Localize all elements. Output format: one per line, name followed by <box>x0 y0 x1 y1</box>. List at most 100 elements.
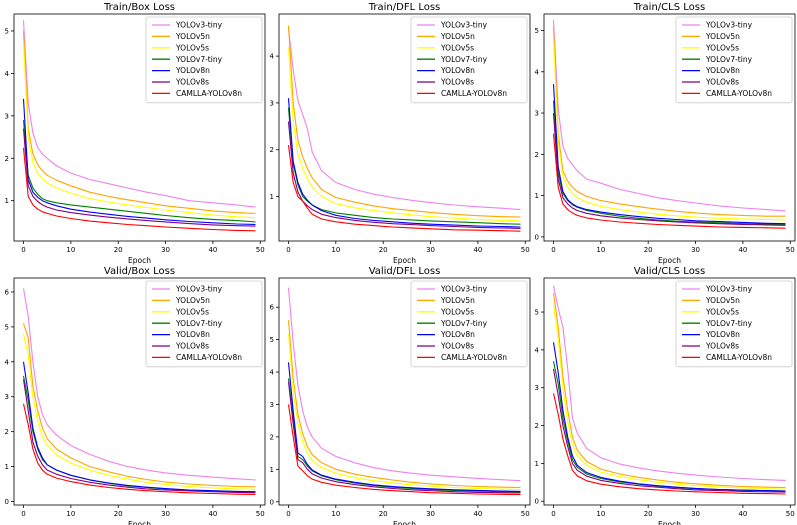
legend-entry: CAMLLA-YOLOv8n <box>706 353 772 362</box>
series-line-yolov5n <box>22 30 256 214</box>
legend-entry: YOLOv5s <box>175 43 209 52</box>
x-axis-label: Epoch <box>393 256 416 265</box>
legend: YOLOv3-tiny YOLOv5n YOLOv5s YOLOv7-tiny YOLO… <box>145 280 263 368</box>
chart-title: Valid/CLS Loss <box>634 266 705 277</box>
x-tick-label: 10 <box>331 246 340 254</box>
legend-box <box>410 16 528 104</box>
series-line-camlla-yolov8n <box>287 404 521 496</box>
legend-entry: YOLOv8n <box>440 66 475 75</box>
legend-entry: YOLOv8s <box>440 78 474 87</box>
series-line-yolov8s <box>552 113 786 226</box>
x-tick-label: 50 <box>521 510 530 518</box>
y-tick-label: 4 <box>5 70 10 78</box>
y-tick-label: 4 <box>535 346 540 354</box>
legend-entry: YOLOv3-tiny <box>440 21 488 30</box>
y-tick-label: 2 <box>5 428 9 436</box>
legend-box <box>145 280 263 368</box>
chart-2: Train/DFL Loss 0 10 20 30 40 50 1 2 3 4 Epoch YOLOv3… <box>270 2 531 265</box>
x-tick-label: 40 <box>738 246 747 254</box>
series-line-camlla-yolov8n <box>287 145 521 232</box>
legend-entry: YOLOv7-tiny <box>175 55 223 64</box>
series-line-yolov7-tiny <box>552 361 786 492</box>
y-tick-label: 0 <box>5 498 9 506</box>
y-tick-label: 4 <box>5 358 10 366</box>
y-tick-label: 2 <box>270 433 274 441</box>
series-line-yolov5s <box>287 333 521 490</box>
x-tick-label: 50 <box>786 246 795 254</box>
series-line-yolov5n <box>552 26 786 217</box>
legend-entry: YOLOv3-tiny <box>440 285 488 294</box>
y-tick-label: 1 <box>270 193 274 201</box>
legend-entry: CAMLLA-YOLOv8n <box>176 89 242 98</box>
series-line-yolov8n <box>552 84 786 225</box>
legend-entry: YOLOv5s <box>705 307 739 316</box>
x-tick-label: 0 <box>286 510 290 518</box>
y-tick-label: 5 <box>270 336 274 344</box>
legend-box <box>675 280 793 368</box>
axes-frame <box>278 277 531 506</box>
chart-3: Train/CLS Loss 0 10 20 30 40 50 0 1 2 3 4 5 Epoch YOLO… <box>535 2 796 265</box>
chart-title: Valid/DFL Loss <box>369 266 441 277</box>
series-line-yolov8s <box>552 368 786 493</box>
y-tick-label: 3 <box>535 110 539 118</box>
legend-entry: YOLOv5n <box>175 296 210 305</box>
legend-entry: YOLOv5n <box>440 32 475 41</box>
y-tick-label: 5 <box>5 323 9 331</box>
y-tick-label: 5 <box>5 27 9 35</box>
chart-title: Valid/Box Loss <box>104 266 175 277</box>
x-tick-label: 40 <box>738 510 747 518</box>
y-tick-label: 3 <box>270 99 274 107</box>
x-tick-label: 50 <box>521 246 530 254</box>
x-tick-label: 10 <box>331 510 340 518</box>
legend-entry: YOLOv5s <box>440 307 474 316</box>
y-tick-label: 1 <box>5 197 9 205</box>
series-line-yolov5n <box>287 25 521 218</box>
series-line-yolov8s <box>22 128 256 227</box>
series-line-yolov8n <box>22 361 256 493</box>
y-tick-label: 6 <box>5 288 10 296</box>
legend-entry: YOLOv8n <box>175 66 210 75</box>
series-line-yolov8n <box>287 98 521 228</box>
axes-frame <box>278 13 531 242</box>
x-tick-label: 30 <box>426 246 435 254</box>
axes-frame <box>543 277 796 506</box>
series-line-yolov5s <box>552 38 786 221</box>
x-tick-label: 20 <box>379 510 388 518</box>
legend: YOLOv3-tiny YOLOv5n YOLOv5s YOLOv7-tiny YOLO… <box>145 16 263 104</box>
axes-frame <box>13 13 266 242</box>
series-line-yolov5s <box>287 46 521 222</box>
legend-box <box>410 280 528 368</box>
legend-entry: YOLOv5s <box>705 43 739 52</box>
x-tick-label: 0 <box>286 246 290 254</box>
chart-1: Train/Box Loss 0 10 20 30 40 50 1 2 3 4 5 Epoch YOLOv… <box>5 2 266 265</box>
x-tick-label: 20 <box>379 246 388 254</box>
series-line-yolov5n <box>22 323 256 488</box>
legend-entry: CAMLLA-YOLOv8n <box>176 353 242 362</box>
x-tick-label: 10 <box>596 246 605 254</box>
axes-frame <box>13 277 266 506</box>
x-tick-label: 20 <box>114 510 123 518</box>
y-tick-label: 2 <box>535 151 539 159</box>
series-line-camlla-yolov8n <box>552 133 786 229</box>
x-tick-label: 20 <box>114 246 123 254</box>
y-tick-label: 4 <box>535 68 540 76</box>
legend-entry: YOLOv8n <box>705 330 740 339</box>
y-tick-label: 1 <box>5 463 9 471</box>
series-line-yolov5n <box>287 320 521 489</box>
x-tick-label: 30 <box>691 246 700 254</box>
y-tick-label: 6 <box>270 304 275 312</box>
x-tick-label: 40 <box>473 510 482 518</box>
series-line-yolov5s <box>552 304 786 490</box>
series-line-camlla-yolov8n <box>22 147 256 232</box>
legend-entry: YOLOv7-tiny <box>175 319 223 328</box>
series-line-yolov3-tiny <box>552 285 786 481</box>
series-line-yolov3-tiny <box>552 20 786 212</box>
legend-entry: YOLOv8s <box>705 78 739 87</box>
x-tick-label: 10 <box>66 246 75 254</box>
x-tick-label: 50 <box>786 510 795 518</box>
y-tick-label: 1 <box>535 192 539 200</box>
y-tick-label: 2 <box>270 146 274 154</box>
x-tick-label: 0 <box>21 246 25 254</box>
legend: YOLOv3-tiny YOLOv5n YOLOv5s YOLOv7-tiny YOLO… <box>410 16 528 104</box>
